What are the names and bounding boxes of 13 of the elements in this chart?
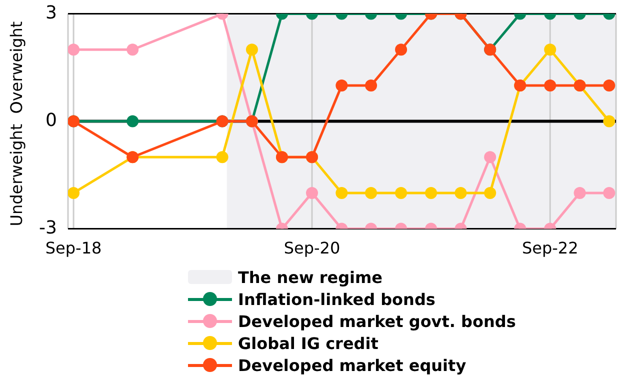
- x-tick-label: Sep-18: [45, 238, 102, 258]
- x-tick-label: Sep-20: [284, 238, 340, 258]
- legend-label: Global IG credit: [238, 334, 378, 352]
- text: Overweight: [7, 21, 26, 114]
- text: Underweight: [7, 124, 26, 226]
- y-tick-label: 3: [46, 2, 57, 24]
- x-tick-label: Sep-22: [522, 238, 578, 258]
- legend-label: Developed market equity: [238, 356, 466, 374]
- y-tick-label: 0: [46, 110, 57, 131]
- legend-label: Developed market govt. bonds: [238, 312, 516, 330]
- y-tick-label: -3: [39, 217, 57, 238]
- legend-label: The new regime: [238, 268, 383, 286]
- legend-label: Inflation-linked bonds: [238, 290, 436, 308]
